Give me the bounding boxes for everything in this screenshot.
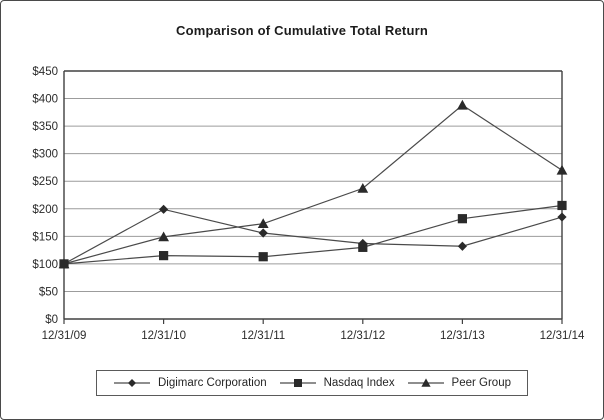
chart-legend: Digimarc Corporation Nasdaq Index Peer Gro… (96, 370, 528, 396)
series-line-nasdaq-index (63, 204, 563, 265)
square-marker (258, 252, 268, 262)
legend-item-digimarc-corporation: Digimarc Corporation (113, 377, 267, 389)
legend-label-digimarc-corporation: Digimarc Corporation (158, 377, 267, 389)
square-marker (358, 242, 368, 252)
diamond-marker (159, 204, 169, 214)
y-axis-tick-label: $250 (32, 176, 58, 188)
square-marker-icon (279, 379, 316, 387)
x-axis-tick-label: 12/31/11 (241, 330, 285, 342)
y-axis-tick-label: $0 (45, 314, 58, 326)
square-marker (159, 251, 169, 261)
x-axis-tick-label: 12/31/12 (340, 330, 385, 342)
y-axis-tick-label: $400 (32, 94, 58, 106)
series-line-digimarc-corporation (63, 208, 563, 265)
square-marker (457, 214, 467, 224)
square-marker (557, 200, 567, 211)
x-axis-tick-label: 12/31/14 (540, 330, 585, 342)
x-axis-tick-label: 12/31/09 (42, 330, 87, 342)
y-axis-tick-label: $100 (32, 259, 58, 271)
triangle-marker (58, 258, 70, 269)
triangle-marker-icon (407, 378, 444, 387)
diamond-marker-icon (114, 379, 150, 387)
legend-label-nasdaq-index: Nasdaq Index (323, 377, 395, 389)
diamond-marker (557, 212, 567, 222)
triangle-marker (257, 218, 269, 229)
triangle-marker (357, 182, 369, 193)
diamond-marker (258, 228, 268, 238)
triangle-marker (457, 99, 468, 110)
diamond-marker (457, 241, 467, 251)
x-axis-tick-label: 12/31/10 (141, 330, 186, 342)
y-axis-tick-label: $350 (32, 121, 58, 133)
series-line-peer-group (63, 104, 563, 265)
chart-canvas: $0 $50 $100 $150 $200 $250 $300 $350 $400 $450 12/… (32, 66, 585, 342)
y-axis-tick-label: $200 (32, 204, 58, 216)
y-axis-tick-label: $150 (32, 231, 58, 243)
y-axis-tick-label: $450 (32, 66, 58, 78)
triangle-marker (556, 164, 568, 175)
legend-item-nasdaq-index: Nasdaq Index (279, 377, 395, 389)
chart-title: Comparison of Cumulative Total Return (175, 23, 428, 38)
y-axis-tick-label: $50 (39, 286, 58, 298)
x-axis-tick-label: 12/31/13 (440, 330, 485, 342)
y-axis-tick-label: $300 (32, 149, 58, 161)
legend-label-peer-group: Peer Group (451, 377, 511, 389)
triangle-marker (158, 231, 169, 242)
legend-item-peer-group: Peer Group (407, 377, 511, 389)
